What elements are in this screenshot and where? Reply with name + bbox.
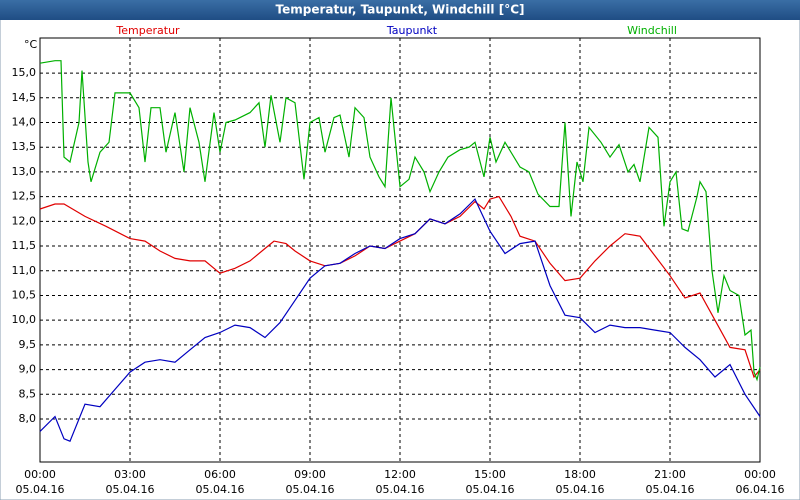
x-tick-date: 05.04.16: [106, 483, 155, 496]
legend-entry: Taupunkt: [386, 24, 438, 37]
x-tick-date: 06.04.16: [736, 483, 785, 496]
x-tick-label: 18:00: [564, 468, 596, 481]
x-tick-label: 00:00: [24, 468, 56, 481]
y-tick-label: 13,0: [12, 165, 37, 178]
legend-entry: Windchill: [627, 24, 677, 37]
data-line: [39, 60, 761, 382]
y-tick-label: 8,5: [19, 387, 37, 400]
x-tick-label: 15:00: [474, 468, 506, 481]
x-tick-date: 05.04.16: [376, 483, 425, 496]
y-tick-label: 10,0: [12, 313, 37, 326]
y-tick-label: 14,5: [12, 91, 37, 104]
x-tick-label: 06:00: [204, 468, 236, 481]
y-unit: °C: [24, 38, 38, 51]
x-tick-date: 05.04.16: [286, 483, 335, 496]
y-tick-label: 10,5: [12, 288, 37, 301]
y-tick-label: 13,5: [12, 140, 37, 153]
y-tick-label: 11,0: [12, 264, 37, 277]
x-tick-date: 05.04.16: [466, 483, 515, 496]
y-tick-label: 9,0: [19, 363, 37, 376]
x-tick-label: 03:00: [114, 468, 146, 481]
x-tick-date: 05.04.16: [196, 483, 245, 496]
y-tick-label: 9,5: [19, 338, 37, 351]
chart-title: Temperatur, Taupunkt, Windchill [°C]: [276, 3, 525, 17]
x-tick-date: 05.04.16: [646, 483, 695, 496]
legend-entry: Temperatur: [115, 24, 180, 37]
y-tick-label: 14,0: [12, 116, 37, 129]
y-tick-label: 12,5: [12, 190, 37, 203]
title-bar: [0, 0, 800, 20]
y-tick-label: 12,0: [12, 214, 37, 227]
y-tick-label: 11,5: [12, 239, 37, 252]
x-tick-label: 09:00: [294, 468, 326, 481]
data-line: [39, 198, 761, 442]
x-tick-label: 00:00: [744, 468, 776, 481]
x-tick-date: 05.04.16: [556, 483, 605, 496]
y-tick-label: 15,0: [12, 66, 37, 79]
x-tick-date: 05.04.16: [16, 483, 65, 496]
x-tick-label: 12:00: [384, 468, 416, 481]
x-tick-label: 21:00: [654, 468, 686, 481]
y-tick-label: 8,0: [19, 412, 37, 425]
